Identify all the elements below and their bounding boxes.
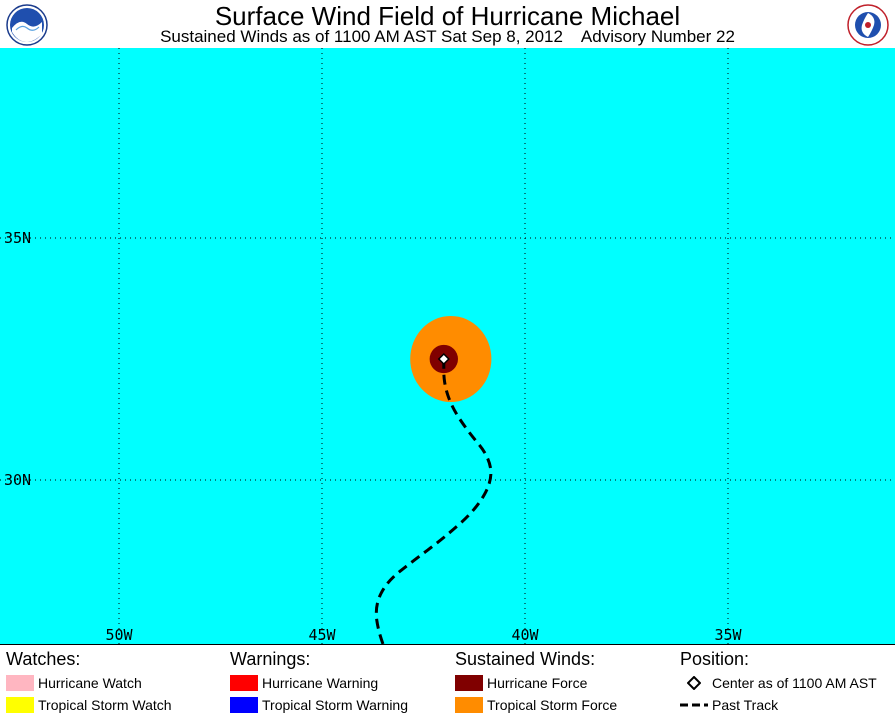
legend-item-center: Center as of 1100 AM AST [680,672,877,694]
wind-field-layer [410,315,492,403]
storm-center-layer [437,352,450,366]
legend-label: Tropical Storm Warning [262,697,409,713]
map-title: Surface Wind Field of Hurricane Michael [214,1,681,31]
legend-label: Tropical Storm Force [487,697,618,713]
legend-item-tropical-storm-warning: Tropical Storm Warning [230,694,408,716]
hurricane-watch-swatch [6,675,34,691]
hurricane-warning-swatch [230,675,258,691]
legend-item-hurricane-force: Hurricane Force [455,672,617,694]
legend: Watches: Hurricane Watch Tropical Storm … [0,644,895,717]
header: Surface Wind Field of Hurricane Michael … [0,0,895,48]
legend-label: Hurricane Warning [262,675,379,691]
diamond-icon [680,675,708,691]
longitude-label: 50W [105,626,133,644]
legend-watches: Watches: Hurricane Watch Tropical Storm … [6,649,172,716]
wind-field-map[interactable]: 35N 30N 50W 45W 40W 35W [0,48,895,644]
legend-warnings: Warnings: Hurricane Warning Tropical Sto… [230,649,408,716]
legend-position-heading: Position: [680,649,750,669]
map-grid [0,48,895,644]
storm-center-marker[interactable] [437,352,450,366]
tropical-storm-force-swatch [455,697,483,713]
legend-winds-heading: Sustained Winds: [455,649,596,669]
longitude-label: 45W [308,626,336,644]
legend-item-hurricane-warning: Hurricane Warning [230,672,408,694]
legend-sustained-winds: Sustained Winds: Hurricane Force Tropica… [455,649,617,716]
legend-item-tropical-storm-force: Tropical Storm Force [455,694,617,716]
tropical-storm-warning-swatch [230,697,258,713]
map-canvas: 35N 30N 50W 45W 40W 35W [0,48,895,644]
past-track-line [374,359,493,644]
latitude-label: 35N [4,229,31,247]
longitude-label: 35W [714,626,742,644]
legend-label: Center as of 1100 AM AST [712,675,877,691]
legend-item-hurricane-watch: Hurricane Watch [6,672,172,694]
legend-position: Position: Center as of 1100 AM AST Past … [680,649,877,716]
legend-item-past-track: Past Track [680,694,877,716]
legend-item-tropical-storm-watch: Tropical Storm Watch [6,694,172,716]
past-track-layer [374,359,493,644]
legend-label: Past Track [712,697,779,713]
tropical-storm-watch-swatch [6,697,34,713]
noaa-logo [6,4,48,46]
nws-logo [847,4,889,46]
map-subtitle: Sustained Winds as of 1100 AM AST Sat Se… [160,27,735,46]
legend-label: Tropical Storm Watch [38,697,172,713]
legend-label: Hurricane Watch [38,675,142,691]
legend-warnings-heading: Warnings: [230,649,311,669]
legend-watches-heading: Watches: [6,649,81,669]
map-axis-labels: 35N 30N 50W 45W 40W 35W [4,229,743,644]
longitude-label: 40W [511,626,539,644]
latitude-label: 30N [4,471,31,489]
hurricane-force-swatch [455,675,483,691]
dashed-line-icon [680,697,708,713]
legend-label: Hurricane Force [487,675,588,691]
